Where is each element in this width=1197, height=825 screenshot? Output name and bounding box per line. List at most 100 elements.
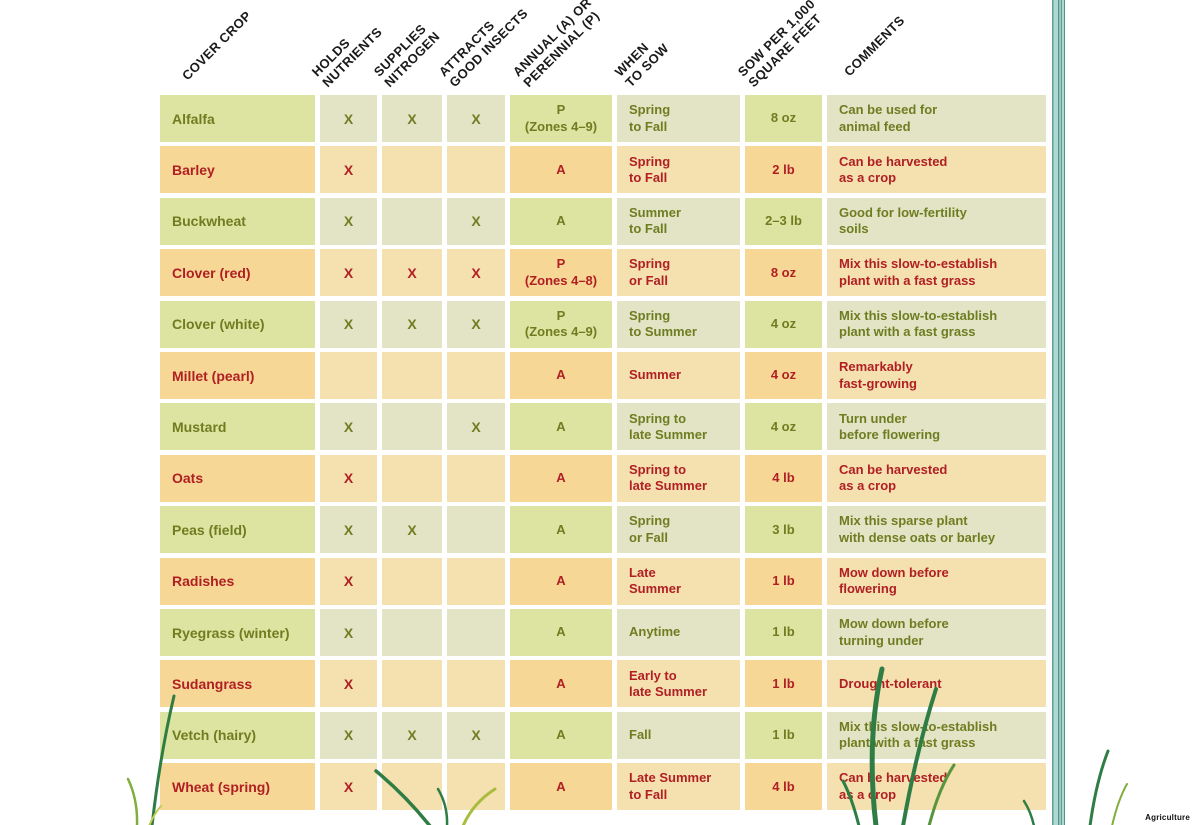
cell-attracts (447, 146, 505, 194)
cell-when: Spring or Fall (617, 506, 740, 554)
cell-attracts: X (447, 300, 505, 348)
column-header-label: SUPPLIES NITROGEN (370, 20, 443, 90)
table-row: Mustard X X A Spring to late Summer 4 oz Turn … (0, 403, 1197, 451)
page-edge-divider (1052, 0, 1065, 825)
cell-crop: Ryegrass (winter) (160, 609, 315, 656)
cell-attracts (447, 763, 505, 811)
table-row: Radishes X A Late Summer 1 lb Mow down before… (0, 557, 1197, 605)
cell-comments: Mow down before flowering (827, 557, 1046, 605)
cell-supplies (382, 609, 442, 656)
column-header-label: COMMENTS (841, 13, 908, 80)
cell-when: Spring or Fall (617, 249, 740, 297)
cell-comments: Mix this sparse plant with dense oats or… (827, 506, 1046, 554)
cell-sow: 8 oz (745, 249, 822, 297)
cell-attracts: X (447, 711, 505, 759)
cell-holds: X (320, 454, 377, 502)
cell-supplies: X (382, 95, 442, 142)
cell-supplies (382, 660, 442, 708)
cell-attracts (447, 609, 505, 656)
cell-supplies (382, 352, 442, 399)
cell-when: Summer (617, 352, 740, 399)
cell-annual: A (510, 763, 612, 811)
cell-crop: Millet (pearl) (160, 352, 315, 399)
cell-holds: X (320, 249, 377, 297)
cell-supplies: X (382, 300, 442, 348)
table-row: Buckwheat X X A Summer to Fall 2–3 lb Good for… (0, 197, 1197, 245)
cell-when: Spring to Fall (617, 146, 740, 194)
cell-sow: 1 lb (745, 557, 822, 605)
cell-crop: Barley (160, 146, 315, 194)
cell-comments: Remarkably fast-growing (827, 352, 1046, 399)
table-row: Sudangrass X A Early to late Summer 1 lb Drou… (0, 660, 1197, 708)
cell-sow: 4 oz (745, 403, 822, 451)
cell-when: Spring to Fall (617, 95, 740, 142)
cell-annual: A (510, 557, 612, 605)
cell-annual: A (510, 506, 612, 554)
cell-crop: Radishes (160, 557, 315, 605)
cell-comments: Can be harvested as a crop (827, 146, 1046, 194)
table-row: Clover (white) X X X P (Zones 4–9) Spring to … (0, 300, 1197, 348)
cell-holds: X (320, 146, 377, 194)
cell-comments: Mix this slow-to-establish plant with a … (827, 249, 1046, 297)
cell-annual: A (510, 146, 612, 194)
cell-annual: A (510, 197, 612, 245)
cell-attracts (447, 660, 505, 708)
cell-attracts (447, 454, 505, 502)
cell-attracts (447, 506, 505, 554)
cell-sow: 1 lb (745, 660, 822, 708)
cell-holds: X (320, 403, 377, 451)
cell-holds: X (320, 763, 377, 811)
cell-supplies (382, 146, 442, 194)
table-row: Clover (red) X X X P (Zones 4–8) Spring or Fa… (0, 249, 1197, 297)
cell-supplies: X (382, 249, 442, 297)
cell-sow: 2 lb (745, 146, 822, 194)
cell-holds: X (320, 711, 377, 759)
cell-crop: Clover (red) (160, 249, 315, 297)
cell-when: Anytime (617, 609, 740, 656)
table-row: Wheat (spring) X A Late Summer to Fall 4 lb C… (0, 763, 1197, 811)
cell-holds (320, 352, 377, 399)
cell-sow: 1 lb (745, 609, 822, 656)
cell-attracts: X (447, 197, 505, 245)
cell-holds: X (320, 557, 377, 605)
cell-attracts (447, 557, 505, 605)
cell-annual: A (510, 609, 612, 656)
cell-annual: A (510, 660, 612, 708)
cell-crop: Peas (field) (160, 506, 315, 554)
cell-annual: P (Zones 4–9) (510, 300, 612, 348)
cell-comments: Drought-tolerant (827, 660, 1046, 708)
cell-crop: Vetch (hairy) (160, 711, 315, 759)
table-row: Vetch (hairy) X X X A Fall 1 lb Mix this slow-t… (0, 711, 1197, 759)
cell-sow: 4 lb (745, 763, 822, 811)
credit-text: Agriculture (1145, 813, 1190, 822)
cell-comments: Mix this slow-to-establish plant with a … (827, 711, 1046, 759)
cell-crop: Buckwheat (160, 197, 315, 245)
cell-comments: Mix this slow-to-establish plant with a … (827, 300, 1046, 348)
column-header-label: SOW PER 1,000 SQUARE FEET (734, 0, 825, 90)
cell-comments: Turn under before flowering (827, 403, 1046, 451)
cell-comments: Can be used for animal feed (827, 95, 1046, 142)
cell-comments: Can be harvested as a crop (827, 763, 1046, 811)
table-row: Barley X A Spring to Fall 2 lb Can be harvest… (0, 146, 1197, 194)
cell-sow: 3 lb (745, 506, 822, 554)
column-header-label: WHEN TO SOW (611, 39, 672, 90)
cell-sow: 8 oz (745, 95, 822, 142)
cell-supplies (382, 454, 442, 502)
cell-crop: Wheat (spring) (160, 763, 315, 811)
cell-supplies (382, 197, 442, 245)
table-row: Oats X A Spring to late Summer 4 lb Can be ha… (0, 454, 1197, 502)
column-header-label: HOLDS NUTRIENTS (308, 23, 385, 90)
cell-when: Summer to Fall (617, 197, 740, 245)
cell-holds: X (320, 300, 377, 348)
cell-annual: A (510, 711, 612, 759)
cell-annual: P (Zones 4–9) (510, 95, 612, 142)
cell-supplies: X (382, 506, 442, 554)
cell-supplies (382, 403, 442, 451)
table-row: Ryegrass (winter) X A Anytime 1 lb Mow down b… (0, 609, 1197, 656)
cell-holds: X (320, 660, 377, 708)
cell-holds: X (320, 506, 377, 554)
cell-annual: P (Zones 4–8) (510, 249, 612, 297)
cell-attracts: X (447, 249, 505, 297)
cell-attracts: X (447, 95, 505, 142)
